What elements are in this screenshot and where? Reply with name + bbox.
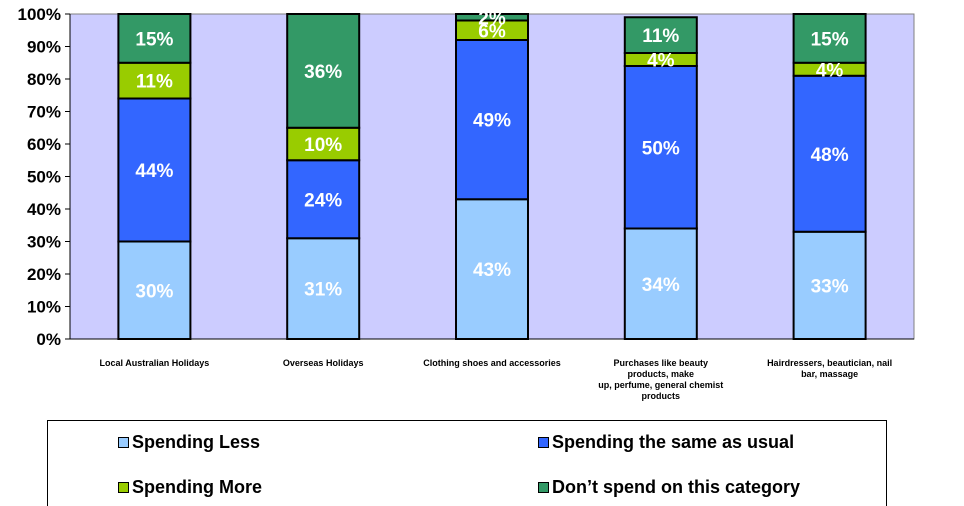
data-label: 33% [811,276,849,297]
bar-segment [792,13,867,64]
data-label: 4% [816,60,844,81]
bar-segment [623,65,698,230]
bar-segment [286,159,361,240]
bar-segment [286,237,361,340]
bar-segment [117,61,192,100]
bar-segment [792,74,867,233]
bar-segment [117,240,192,340]
x-category-label: Hairdressers, beautician, nail bar, massa… [767,358,892,379]
legend-swatch-spending-same [538,437,549,448]
legend-swatch-dont-spend [538,482,549,493]
data-label: 4% [647,51,675,72]
legend-item-spending-more: Spending More [118,477,262,498]
legend-label-dont-spend: Don’t spend on this category [552,477,801,497]
data-label: 31% [304,280,342,301]
y-tick-label: 80% [27,70,61,89]
chart-legend: Spending Less Spending the same as usual… [47,420,887,506]
bar-segment [455,39,529,201]
legend-label-spending-more: Spending More [132,477,262,497]
y-tick-label: 30% [27,233,61,252]
y-tick-label: 10% [27,298,61,317]
y-tick-label: 70% [27,103,61,122]
y-tick-label: 90% [27,38,61,57]
data-label: 49% [473,111,511,132]
data-label: 34% [642,275,680,296]
data-label: 36% [304,62,342,83]
legend-label-spending-same: Spending the same as usual [552,432,795,452]
data-label: 11% [136,72,173,93]
data-label: 48% [811,145,849,166]
bar-segment [117,13,192,64]
x-category-label: Overseas Holidays [283,358,364,368]
x-category-label: Local Australian Holidays [100,358,210,368]
bar-segment [623,16,698,54]
x-category-label: Purchases like beauty products, make up, p… [598,358,723,401]
data-label: 24% [304,190,342,211]
data-label: 30% [135,281,173,302]
data-label: 43% [473,260,511,281]
stacked-bar-chart: 0% 10% 20% 30% 40% 50% 60% 70% 80% 90% 100% Local A… [18,5,915,401]
data-label: 6% [478,21,506,42]
y-tick-label: 0% [36,330,61,349]
data-label: 15% [811,29,849,50]
data-label: 10% [304,135,342,156]
y-tick-label: 20% [27,265,61,284]
data-label: 44% [135,161,173,182]
data-label: 2% [478,8,506,29]
bar-segment [455,198,529,340]
y-tick-label: 60% [27,135,61,154]
data-label: 15% [135,29,173,50]
legend-item-spending-less: Spending Less [118,432,260,453]
y-tick-label: 40% [27,200,61,219]
y-tick-label: 50% [27,168,61,187]
legend-item-spending-same: Spending the same as usual [538,432,794,453]
data-label: 50% [642,138,680,159]
bar-segment [286,126,361,162]
bar-segment [455,13,529,22]
y-tick-label: 100% [18,5,61,24]
legend-item-dont-spend: Don’t spend on this category [538,477,800,498]
x-category-label: Clothing shoes and accessories [423,358,561,368]
data-label: 11% [642,26,679,47]
bar-segment [286,13,361,129]
legend-swatch-spending-more [118,482,129,493]
legend-label-spending-less: Spending Less [132,432,261,452]
legend-swatch-spending-less [118,437,129,448]
